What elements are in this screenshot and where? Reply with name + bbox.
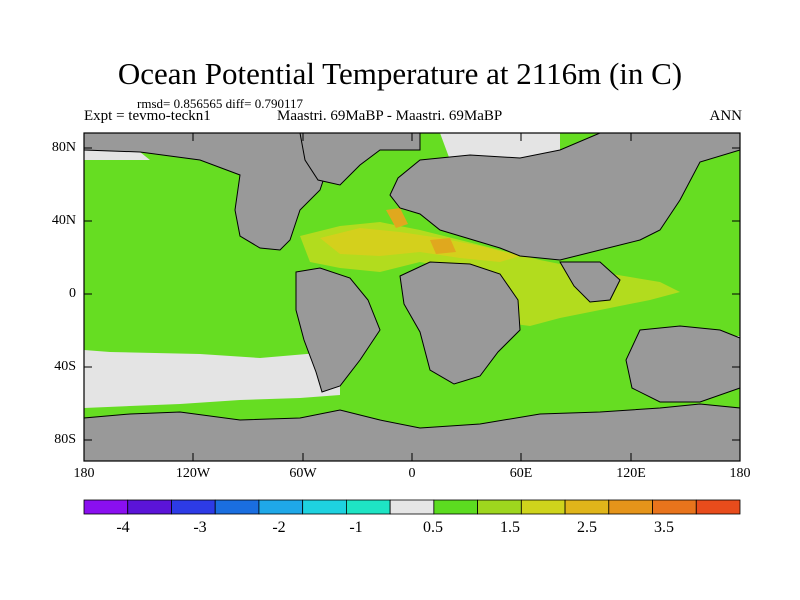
stats-label: rmsd= 0.856565 diff= 0.790117 (137, 96, 303, 111)
colorbar-box (433, 499, 479, 515)
colorbar-label: 1.5 (500, 519, 520, 536)
colorbar-box (564, 499, 610, 515)
colorbar-box (608, 499, 653, 515)
colorbar-label: -3 (193, 519, 207, 536)
lat-label-40s: 40S (54, 359, 76, 374)
season-label: ANN (709, 108, 743, 124)
colorbar-box (695, 499, 741, 515)
colorbar-box (258, 499, 304, 515)
india (559, 261, 621, 303)
colorbar-box (389, 499, 435, 515)
lat-label-80n: 80N (51, 140, 76, 155)
plot-title: Ocean Potential Temperature at 2116m (in… (117, 56, 683, 91)
colorbar-box (83, 499, 129, 515)
lon-label-180w: 180 (73, 466, 95, 481)
axis-ticks (84, 133, 740, 461)
land-masses (83, 132, 741, 462)
colorbar-box (127, 499, 172, 515)
eurasia (389, 132, 741, 261)
australia (625, 325, 741, 403)
colorbar-label: -4 (116, 519, 130, 536)
lon-label-60e: 60E (509, 466, 533, 481)
lat-label-0: 0 (69, 286, 76, 301)
case-label: Maastri. 69MaBP - Maastri. 69MaBP (277, 108, 503, 124)
colorbar-box (214, 499, 260, 515)
colorbar-box (345, 499, 391, 515)
colorbar-label: 3.5 (654, 519, 674, 536)
colorbar-label: -2 (272, 519, 286, 536)
experiment-label: Expt = tevmo-teckn1 (84, 108, 211, 124)
lon-label-60w: 60W (289, 466, 317, 481)
colorbar-box (652, 499, 697, 515)
south-america (295, 267, 381, 393)
lat-label-80s: 80S (54, 432, 76, 447)
colorbar (83, 499, 741, 515)
greenland (299, 132, 421, 186)
lon-label-120e: 120E (616, 466, 646, 481)
lon-label-0: 0 (408, 466, 416, 481)
africa (399, 261, 521, 385)
colorbar-label: 0.5 (423, 519, 443, 536)
lon-label-180e: 180 (729, 466, 751, 481)
colorbar-label: 2.5 (577, 519, 597, 536)
colorbar-label: -1 (349, 519, 363, 536)
colorbar-box (520, 499, 566, 515)
colorbar-box (477, 499, 522, 515)
colorbar-box (171, 499, 216, 515)
antarctica (83, 403, 741, 462)
lat-label-40n: 40N (51, 213, 76, 228)
lon-label-120w: 120W (175, 466, 211, 481)
colorbar-box (302, 499, 347, 515)
